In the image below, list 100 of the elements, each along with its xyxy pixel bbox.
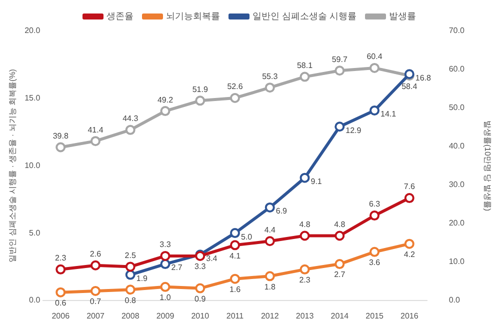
y2-tick-label: 40.0 [448,142,465,151]
point [90,136,100,146]
data-label: 3.4 [206,254,218,263]
data-label: 60.4 [366,52,383,62]
y2-tick-label: 10.0 [448,257,465,266]
point [264,236,275,246]
y-tick-label: 10.0 [24,160,41,170]
point [195,96,206,106]
point [195,283,206,294]
y2-tick-label: 70.0 [448,26,465,36]
data-label: 2.3 [299,276,311,285]
y2-tick-label: 30.0 [448,180,465,190]
data-label: 58.1 [296,61,314,70]
point [264,82,275,93]
data-label: 2.3 [55,254,67,263]
data-label: 44.3 [122,114,139,124]
point [264,202,275,212]
point [56,142,66,152]
data-label: 9.1 [310,177,322,186]
x-tick-label: 2008 [121,311,140,320]
x-tick-label: 2010 [191,311,210,320]
x-tick-label: 2006 [52,311,70,320]
data-label: 51.9 [192,84,208,94]
data-label: 2.6 [90,250,102,259]
point [370,105,380,116]
x-tick-label: 2016 [400,311,419,320]
data-label: 6.9 [276,206,288,216]
point [334,122,345,132]
point [125,284,136,295]
data-label: 3.6 [368,258,381,268]
data-label: 14.1 [380,110,397,119]
point [160,250,170,261]
x-tick-label: 2011 [226,311,244,320]
point [125,262,136,272]
data-label: 0.9 [194,294,206,304]
data-label: 58.4 [402,82,418,91]
point [334,259,345,270]
y2-axis-title: 발생률(10만명 당 발생률) [482,120,492,212]
legend-label: 발생률 [389,10,416,21]
data-label: 2.7 [171,263,183,272]
data-label: 3.3 [160,240,172,250]
data-label: 4.1 [229,251,242,260]
point [90,260,100,270]
point [160,259,170,270]
data-label: 39.8 [52,131,69,140]
y2-tick-label: 0.0 [448,296,460,305]
data-label: 41.4 [88,125,104,134]
point [300,264,310,274]
data-label: 0.8 [124,296,136,305]
data-label: 1.8 [264,282,276,292]
data-label: 1.9 [136,274,148,284]
point [370,246,380,257]
data-label: 2.7 [334,270,346,280]
data-label: 49.2 [157,95,174,104]
y-tick-label: 0.0 [29,296,41,305]
y-tick-label: 15.0 [24,94,41,103]
point [370,62,380,73]
data-label: 4.8 [334,220,346,229]
data-label: 0.7 [90,297,102,306]
data-label: 7.6 [404,182,416,192]
point [160,106,170,116]
data-label: 4.8 [299,220,311,229]
x-tick-label: 2014 [330,311,350,320]
data-label: 4.2 [404,250,416,260]
point [125,124,136,135]
data-label: 52.6 [227,82,244,92]
point [90,286,100,296]
y-tick-label: 5.0 [29,228,41,238]
legend-label: 뇌기능회복률 [166,10,220,21]
data-label: 55.3 [262,72,278,81]
data-label: 4.4 [264,225,276,234]
point [334,66,345,76]
x-tick-label: 2013 [296,311,314,320]
data-label: 16.8 [415,73,432,82]
point [404,193,414,204]
point [404,238,414,249]
y2-tick-label: 60.0 [448,64,465,74]
legend-label: 일반인 심폐소생술 시행률 [252,10,357,21]
point [160,282,170,292]
legend-label: 생존율 [106,10,134,21]
point [334,230,345,241]
point [230,228,240,238]
data-label: 2.5 [124,250,136,260]
data-label: 5.0 [241,232,253,242]
point [56,287,66,298]
point [230,274,240,284]
point [300,72,310,82]
point [300,230,310,241]
data-label: 0.6 [55,298,67,308]
point [264,271,275,282]
point [230,92,240,103]
x-tick-label: 2009 [156,311,175,320]
x-tick-label: 2015 [366,311,384,320]
y-tick-label: 20.0 [24,26,41,36]
y2-tick-label: 50.0 [448,103,465,112]
point [56,264,66,274]
data-label: 59.7 [332,54,348,64]
y2-tick-label: 20.0 [448,218,465,228]
point [125,270,136,280]
point [370,210,380,221]
